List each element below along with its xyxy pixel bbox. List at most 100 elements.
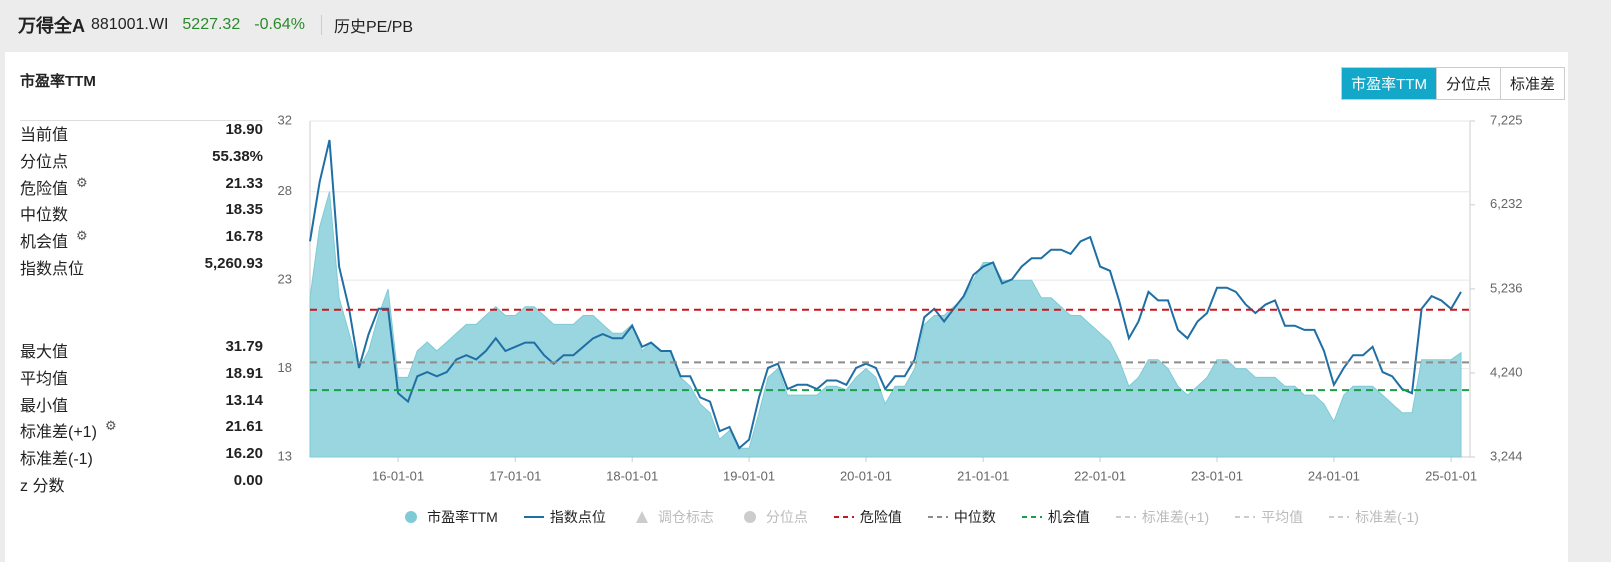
- settings-icon[interactable]: ⚙: [76, 174, 88, 190]
- tab[interactable]: 市盈率TTM: [1342, 68, 1436, 99]
- settings-icon[interactable]: ⚙: [76, 228, 88, 244]
- legend-item[interactable]: 标准差(+1): [1115, 507, 1210, 527]
- stat-value: 18.90: [225, 121, 263, 138]
- stat-row: 最大值 31.79: [20, 338, 263, 362]
- stat-label: 标准差(+1): [20, 424, 97, 442]
- legend-icon: [833, 516, 854, 518]
- legend-label: 平均值: [1261, 509, 1304, 525]
- settings-icon[interactable]: ⚙: [105, 418, 117, 434]
- stat-row: 标准差(-1) 16.20: [20, 445, 263, 469]
- legend-item[interactable]: 平均值: [1235, 507, 1303, 527]
- stat-value: 5,260.93: [204, 255, 263, 272]
- index-price: 5227.32: [182, 16, 241, 33]
- legend-label: 机会值: [1047, 509, 1090, 525]
- x-tick-label: 25-01-01: [1425, 468, 1477, 483]
- legend-item[interactable]: 中位数: [927, 507, 996, 527]
- tab[interactable]: 分位点: [1435, 68, 1500, 99]
- index-line: [309, 139, 1462, 450]
- legend-item[interactable]: 指数点位: [523, 507, 606, 527]
- legend-icon: [1235, 516, 1256, 518]
- legend-label: 分位点: [765, 509, 808, 525]
- stat-label: 分位点: [20, 153, 69, 171]
- x-tick-label: 19-01-01: [723, 468, 775, 483]
- legend-label: 标准差(-1): [1355, 509, 1419, 525]
- stats-divider: [20, 120, 263, 121]
- stat-value: 55.38%: [212, 147, 263, 165]
- stat-value: 16.20: [225, 445, 263, 463]
- legend-icon: [927, 516, 948, 518]
- legend-label: 调仓标志: [657, 509, 714, 525]
- tab[interactable]: 标准差: [1499, 68, 1564, 99]
- y-tick-label: 32: [278, 112, 292, 127]
- y2-tick-label: 7,225: [1490, 112, 1523, 127]
- legend-item[interactable]: 机会值: [1021, 507, 1090, 527]
- index-change: -0.64%: [254, 16, 305, 33]
- legend-item[interactable]: 分位点: [740, 507, 808, 527]
- legend-label: 危险值: [859, 509, 902, 525]
- stat-label: 危险值: [20, 180, 69, 198]
- legend-item[interactable]: 市盈率TTM: [401, 507, 498, 527]
- chart: 13 18 23 28 32 3,244 4,240 5,236 6,232 7,225 16-01…: [278, 112, 1523, 483]
- x-tick-label: 18-01-01: [606, 468, 658, 483]
- y2-tick-label: 6,232: [1490, 196, 1523, 211]
- legend-item[interactable]: 调仓标志: [632, 507, 714, 527]
- tabs: 市盈率TTM 分位点 标准差: [1341, 67, 1565, 100]
- legend-item[interactable]: 危险值: [833, 507, 902, 527]
- x-tick-label: 21-01-01: [957, 468, 1009, 483]
- legend-icon: [743, 511, 756, 523]
- stat-row: 分位点 55.38%: [20, 148, 263, 172]
- y-tick-label: 18: [278, 360, 292, 375]
- x-tick-label: 16-01-01: [372, 468, 424, 483]
- stat-row: 当前值 18.90: [20, 121, 263, 145]
- stat-row: 最小值 13.14: [20, 392, 263, 416]
- stat-label: 平均值: [20, 370, 69, 388]
- card: 市盈率TTM 市盈率TTM 分位点 标准差 当前值 18.90 分位点 55.38% 危险值…: [5, 52, 1568, 562]
- legend-icon: [1021, 516, 1042, 518]
- legend-swatch: [743, 511, 756, 523]
- legend-swatch: [635, 511, 648, 523]
- stat-value: 0.00: [233, 472, 263, 489]
- stat-row: 标准差(+1) ⚙ 21.61: [20, 418, 263, 442]
- legend-label: 标准差(+1): [1141, 509, 1210, 525]
- x-tick-label: 22-01-01: [1074, 468, 1126, 483]
- stat-label: z 分数: [20, 478, 65, 495]
- stat-row: 机会值 ⚙ 16.78: [20, 228, 263, 252]
- x-tick-label: 24-01-01: [1308, 468, 1360, 483]
- stat-value: 18.35: [225, 201, 263, 219]
- y-tick-label: 23: [278, 272, 292, 287]
- header: 万得全A 881001.WI 5227.32 -0.64% 历史PE/PB: [0, 0, 1611, 50]
- stat-label: 指数点位: [20, 261, 85, 278]
- history-link[interactable]: 历史PE/PB: [333, 19, 414, 36]
- stat-value: 21.61: [225, 418, 263, 436]
- stat-row: 指数点位 5,260.93: [20, 255, 263, 279]
- legend-icon: [405, 511, 418, 523]
- legend-icon: [1115, 516, 1136, 518]
- legend: 市盈率TTM 指数点位 调仓标志 分位点 危险值 中位数 机会值 标准差(+1) 平均值 标准差(…: [375, 507, 1445, 527]
- stat-value: 13.14: [225, 391, 263, 409]
- legend-icon: [1329, 516, 1350, 518]
- x-tick-label: 20-01-01: [840, 468, 892, 483]
- stat-row: 平均值 18.91: [20, 365, 263, 389]
- legend-label: 市盈率TTM: [427, 509, 498, 525]
- legend-icon: [635, 511, 648, 523]
- index-name: 万得全A: [18, 16, 85, 36]
- legend-label: 中位数: [953, 509, 996, 525]
- stat-value: 21.33: [225, 174, 263, 192]
- stat-label: 最小值: [20, 397, 69, 415]
- x-tick-label: 23-01-01: [1191, 468, 1243, 483]
- stat-value: 16.78: [225, 228, 263, 246]
- stat-label: 当前值: [20, 127, 69, 144]
- stat-label: 中位数: [20, 207, 69, 225]
- legend-swatch: [405, 511, 418, 523]
- y-tick-label: 13: [278, 448, 292, 463]
- legend-icon: [523, 516, 544, 518]
- stat-value: 31.79: [225, 338, 263, 355]
- stat-label: 机会值: [20, 234, 69, 252]
- stat-label: 最大值: [20, 344, 69, 361]
- stat-label: 标准差(-1): [20, 451, 93, 469]
- legend-item[interactable]: 标准差(-1): [1329, 507, 1419, 527]
- stat-row: z 分数 0.00: [20, 472, 263, 496]
- y2-tick-label: 3,244: [1490, 448, 1523, 463]
- y2-tick-label: 5,236: [1490, 280, 1523, 295]
